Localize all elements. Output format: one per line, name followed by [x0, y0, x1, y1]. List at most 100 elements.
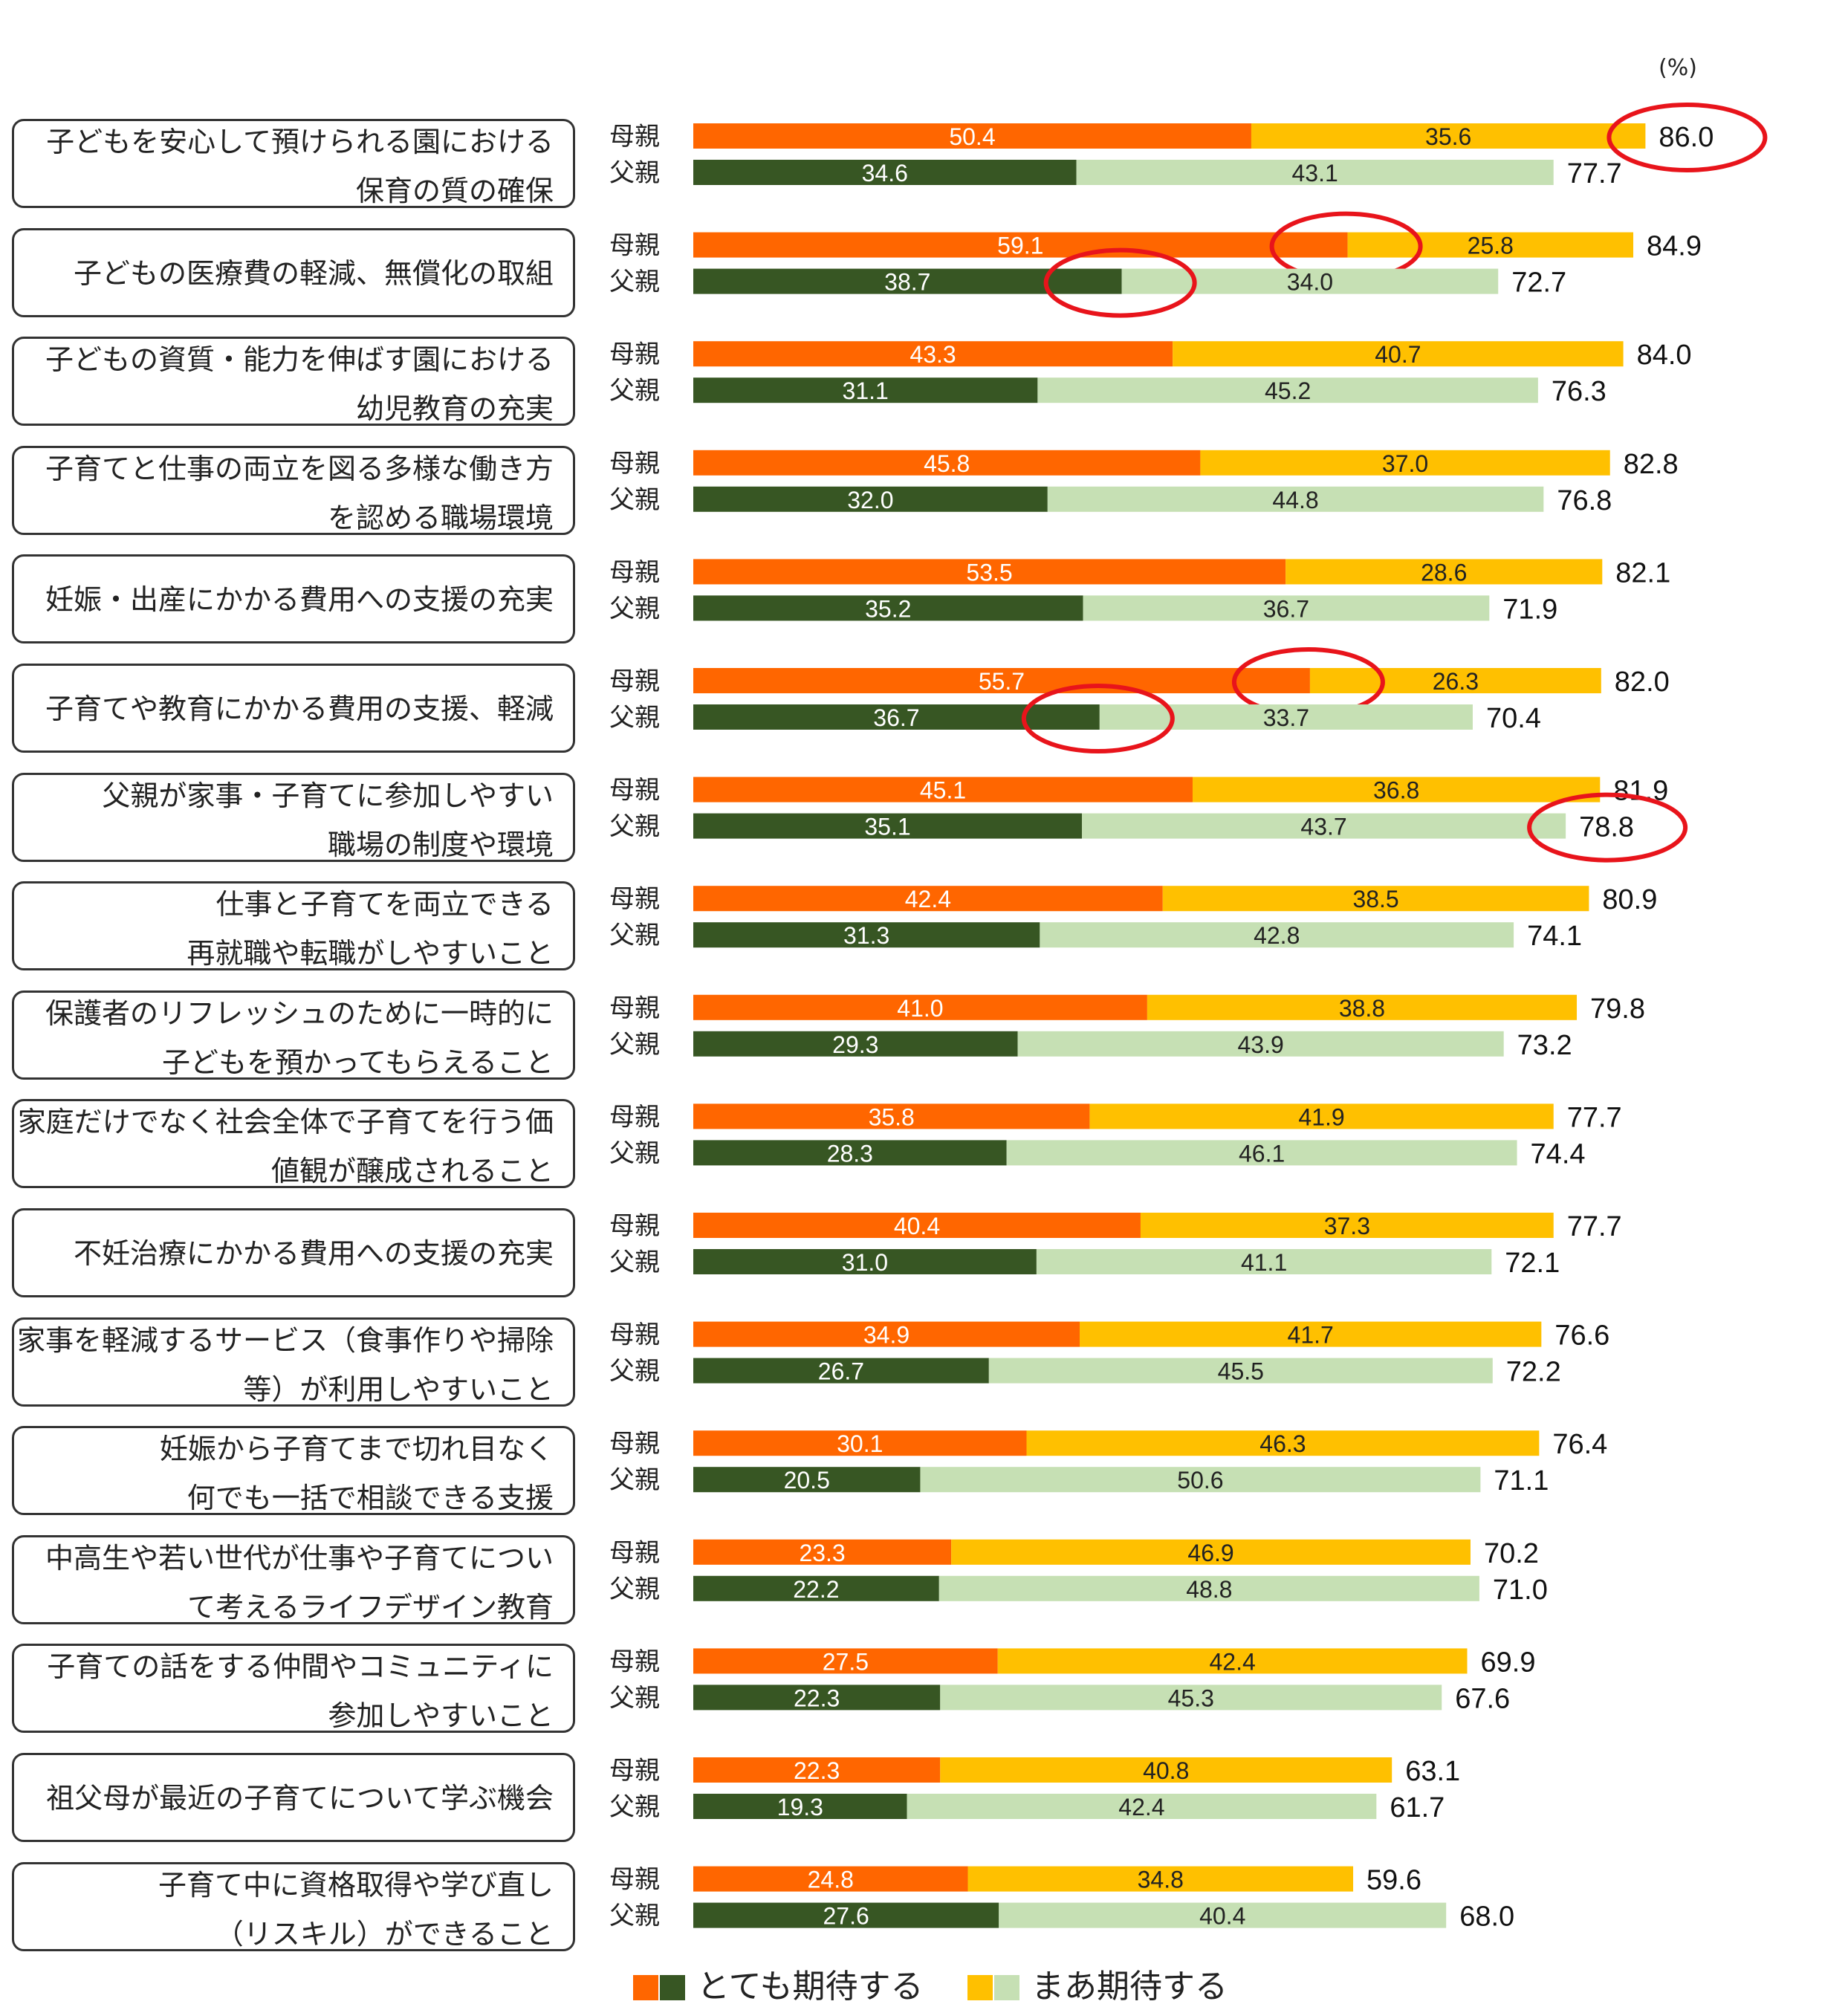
- category-label: 参加しやすいこと: [328, 1699, 554, 1733]
- data-label-father-total: 72.7: [1511, 268, 1566, 299]
- data-label-mother-total: 59.6: [1366, 1865, 1421, 1896]
- bar-mother-some: [1140, 1213, 1554, 1238]
- bar-mother-very: [693, 1321, 1080, 1347]
- bar-mother-very: [693, 1866, 968, 1892]
- data-label-mother-some: 41.9: [1298, 1103, 1344, 1130]
- category-box: 父親が家事・子育てに参加しやすい 職場の制度や環境: [12, 772, 575, 862]
- row-label-mother: 母親: [609, 1103, 660, 1131]
- data-label-father-very: 38.7: [884, 269, 930, 296]
- data-label-father-very: 35.1: [864, 814, 910, 840]
- data-label-father-very: 29.3: [832, 1031, 878, 1058]
- bar-mother-some: [951, 1539, 1471, 1565]
- category-box: 子育ての話をする仲間やコミュニティに参加しやすいこと: [12, 1644, 575, 1734]
- category-box: 子育てと仕事の両立を図る多様な働き方 を認める職場環境: [12, 445, 575, 535]
- bar-mother-very: [693, 1430, 1027, 1456]
- data-label-mother-some: 28.6: [1421, 559, 1467, 586]
- row-label-mother: 母親: [609, 1757, 660, 1785]
- data-label-father-total: 70.4: [1486, 703, 1541, 734]
- data-label-mother-some: 37.3: [1324, 1213, 1370, 1239]
- category-box: 妊娠から子育てまで切れ目なく 何でも一括で相談できる支援: [12, 1426, 575, 1516]
- category-label: 値観が醸成されること: [270, 1155, 554, 1188]
- bar-mother-very: [693, 559, 1286, 585]
- bar-father-some: [938, 1575, 1479, 1601]
- data-label-father-very: 22.2: [793, 1576, 839, 1603]
- data-label-father-total: 77.7: [1567, 158, 1622, 189]
- data-label-mother-very: 45.1: [920, 777, 966, 804]
- data-label-mother-very: 41.0: [897, 995, 943, 1022]
- bar-father-very: [693, 922, 1040, 948]
- data-label-father-total: 71.1: [1494, 1465, 1549, 1497]
- bar-mother-some: [967, 1866, 1354, 1892]
- data-label-mother-total: 84.0: [1637, 340, 1692, 371]
- data-label-father-very: 22.3: [794, 1685, 840, 1711]
- highlight-ellipse: [1607, 103, 1768, 172]
- category-box: 子育て中に資格取得や学び直し （リスキル）ができること: [12, 1861, 575, 1951]
- data-label-mother-total: 77.7: [1567, 1211, 1622, 1242]
- category-box: 祖父母が最近の子育てについて学ぶ機会: [12, 1753, 575, 1842]
- bar-mother-very: [693, 232, 1348, 258]
- legend-swatch-mother-very: [633, 1975, 658, 2000]
- data-label-father-total: 67.6: [1455, 1683, 1510, 1714]
- row-label-mother: 母親: [609, 1647, 660, 1676]
- data-label-father-very: 31.0: [842, 1249, 888, 1276]
- data-label-mother-total: 80.9: [1602, 884, 1657, 915]
- data-label-father-some: 40.4: [1199, 1903, 1245, 1930]
- bar-mother-some: [1200, 450, 1610, 476]
- data-label-father-some: 36.7: [1263, 595, 1309, 622]
- data-label-mother-very: 40.4: [894, 1213, 940, 1239]
- bar-father-very: [693, 1249, 1037, 1274]
- row-label-father: 父親: [609, 159, 660, 187]
- data-label-mother-total: 76.4: [1552, 1429, 1607, 1460]
- bar-father-some: [1036, 1249, 1492, 1274]
- data-label-mother-very: 53.5: [966, 559, 1012, 586]
- row-label-mother: 母親: [609, 1430, 660, 1458]
- category-label: 子どもを安心して預けられる園における: [46, 126, 554, 158]
- data-label-mother-very: 30.1: [837, 1430, 883, 1457]
- bar-father-very: [693, 1575, 939, 1601]
- data-label-mother-some: 46.3: [1259, 1430, 1306, 1457]
- bar-father-some: [1017, 1031, 1504, 1057]
- row-label-father: 父親: [609, 921, 660, 950]
- data-label-father-very: 36.7: [873, 704, 919, 731]
- data-label-mother-very: 55.7: [979, 668, 1025, 695]
- category-label: 中高生や若い世代が仕事や子育てについ: [45, 1541, 554, 1575]
- data-label-father-some: 45.5: [1218, 1358, 1264, 1385]
- category-label: 家事を軽減するサービス（食事作りや掃除: [16, 1323, 554, 1357]
- data-label-father-some: 45.3: [1168, 1685, 1214, 1711]
- data-label-mother-total: 82.8: [1624, 449, 1679, 480]
- data-label-mother-total: 82.0: [1615, 667, 1670, 698]
- row-label-mother: 母親: [609, 558, 660, 586]
- data-label-mother-very: 22.3: [794, 1757, 840, 1784]
- category-box: 妊娠・出産にかかる費用への支援の充実: [12, 554, 575, 644]
- bar-father-some: [1083, 595, 1490, 621]
- bar-father-very: [693, 486, 1048, 512]
- bar-father-some: [999, 1902, 1447, 1928]
- category-label: 保護者のリフレッシュのために一時的に: [45, 996, 554, 1030]
- data-label-mother-some: 38.5: [1352, 886, 1398, 912]
- category-label: 子どもの資質・能力を伸ばす園における: [45, 343, 554, 377]
- bar-father-some: [920, 1467, 1481, 1493]
- bar-mother-some: [1080, 1321, 1542, 1347]
- bar-father-very: [693, 595, 1083, 621]
- category-label: 幼児教育の充実: [355, 392, 554, 426]
- data-label-mother-very: 23.3: [799, 1540, 845, 1566]
- row-label-father: 父親: [609, 486, 660, 514]
- data-label-father-some: 42.8: [1254, 922, 1300, 949]
- data-label-mother-very: 45.8: [924, 450, 970, 477]
- data-label-father-very: 31.1: [843, 377, 889, 404]
- row-label-mother: 母親: [609, 450, 660, 478]
- bar-father-very: [693, 1467, 921, 1493]
- data-label-father-total: 73.2: [1517, 1030, 1572, 1061]
- category-label: 祖父母が最近の子育てについて学ぶ機会: [46, 1782, 554, 1815]
- data-label-mother-total: 84.9: [1647, 231, 1702, 262]
- data-label-father-some: 46.1: [1239, 1140, 1285, 1167]
- data-label-father-very: 27.6: [823, 1903, 869, 1930]
- row-label-mother: 母親: [609, 1866, 660, 1894]
- category-label: 子育ての話をする仲間やコミュニティに: [47, 1650, 554, 1684]
- category-box: 仕事と子育てを両立できる 再就職や転職がしやすいこと: [12, 881, 575, 971]
- row-label-father: 父親: [609, 1139, 660, 1167]
- bar-mother-some: [997, 1648, 1468, 1674]
- bar-mother-some: [1251, 123, 1646, 149]
- data-label-father-very: 19.3: [777, 1794, 823, 1820]
